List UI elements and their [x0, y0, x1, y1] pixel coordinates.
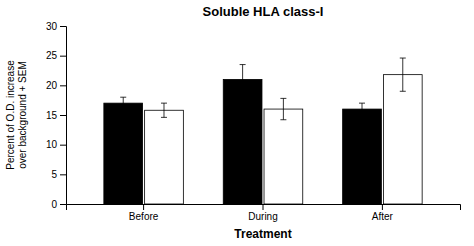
y-tick: 0	[51, 199, 66, 210]
plot: 0 5 10 15 20 25 30 Before During After	[46, 21, 461, 222]
error-bar-cap	[240, 94, 246, 95]
error-bar-stem	[362, 103, 363, 115]
error-bar-stem	[283, 98, 284, 119]
x-axis: Before During After	[67, 204, 461, 222]
x-axis-title: Treatment	[234, 227, 291, 241]
y-tick-label: 25	[46, 50, 58, 61]
y-tick-mark	[60, 174, 66, 175]
error-bar-cap	[120, 109, 126, 110]
error-bar	[359, 103, 365, 115]
error-bar-stem	[123, 97, 124, 109]
error-bar-cap	[240, 64, 246, 65]
y-axis-title: Percent of O.D. increaseover background …	[5, 60, 28, 170]
bar	[223, 79, 262, 204]
x-tick: During	[248, 204, 277, 222]
marks	[104, 58, 422, 204]
x-tick-mark	[263, 204, 264, 210]
error-bar-cap	[161, 117, 167, 118]
y-axis-line	[60, 27, 67, 205]
y-tick-label: 20	[46, 80, 58, 91]
y-tick-mark	[60, 145, 66, 146]
y-tick-label: 30	[46, 21, 58, 32]
error-bar-cap	[161, 103, 167, 104]
marks-inner	[104, 58, 422, 204]
error-bar-stem	[402, 58, 403, 91]
y-tick-label: 15	[46, 110, 58, 121]
y-tick: 20	[46, 80, 66, 91]
error-bar-cap	[359, 103, 365, 104]
error-bar-cap	[280, 98, 286, 99]
y-tick-label: 0	[51, 199, 57, 210]
error-bar	[400, 58, 406, 91]
title: Soluble HLA class-I	[203, 4, 324, 19]
error-bar-stem	[242, 65, 243, 95]
bar	[383, 75, 422, 204]
error-bar	[280, 98, 286, 119]
x-tick: Before	[129, 204, 159, 222]
y-axis: 0 5 10 15 20 25 30	[46, 21, 67, 210]
bar	[145, 110, 184, 204]
bar	[104, 103, 143, 204]
y-tick: 15	[46, 110, 66, 121]
error-bar	[161, 103, 167, 117]
y-tick: 5	[51, 169, 66, 180]
series	[104, 65, 382, 204]
y-tick-mark	[60, 56, 66, 57]
error-bar-cap	[400, 91, 406, 92]
y-tick-mark	[60, 26, 66, 27]
series	[145, 58, 423, 204]
y-tick-mark	[60, 115, 66, 116]
y-tick: 10	[46, 139, 66, 150]
error-bar	[240, 65, 246, 95]
bar	[264, 109, 303, 204]
y-tick: 30	[46, 21, 66, 32]
error-bar-stem	[163, 103, 164, 117]
x-tick-label: After	[372, 211, 394, 222]
x-tick-mark	[143, 204, 144, 210]
error-bar-cap	[120, 97, 126, 98]
error-bar-cap	[280, 119, 286, 120]
error-bar	[120, 97, 126, 109]
x-tick-mark	[382, 204, 383, 210]
x-tick: After	[372, 204, 394, 222]
y-tick-mark	[60, 204, 66, 205]
y-tick-mark	[60, 85, 66, 86]
y-tick: 25	[46, 50, 66, 61]
y-tick-label: 10	[46, 139, 58, 150]
error-bar-cap	[400, 58, 406, 59]
bar	[343, 109, 382, 204]
y-tick-label: 5	[51, 169, 57, 180]
chart: 0 5 10 15 20 25 30 Before During After Soluble HLA…	[0, 0, 474, 246]
x-tick-label: During	[248, 211, 277, 222]
x-tick-label: Before	[129, 211, 159, 222]
error-bar-cap	[359, 115, 365, 116]
x-axis-line	[67, 205, 461, 211]
